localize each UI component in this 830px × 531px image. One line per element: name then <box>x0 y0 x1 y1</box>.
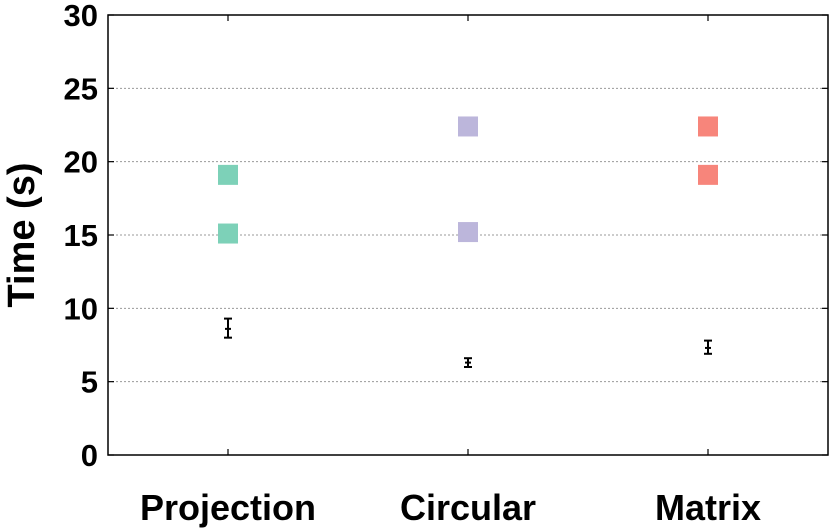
error-bars <box>224 317 712 368</box>
data-point <box>218 164 238 185</box>
data-point <box>458 222 478 243</box>
data-point <box>698 116 718 137</box>
x-tick-label: Matrix <box>655 487 761 528</box>
y-tick-label: 5 <box>81 365 98 400</box>
y-axis-title: Time (s) <box>1 162 43 307</box>
markers <box>218 116 718 244</box>
y-tick-label: 20 <box>64 145 98 180</box>
data-point <box>698 164 718 185</box>
y-tick-label: 30 <box>64 0 98 33</box>
data-point <box>218 223 238 244</box>
y-axis: 0 5 10 15 20 25 30 <box>64 0 828 473</box>
y-tick-label: 0 <box>81 438 98 473</box>
y-tick-label: 10 <box>64 291 98 326</box>
x-axis: Projection Circular Matrix <box>140 15 761 528</box>
x-tick-label: Projection <box>140 487 316 528</box>
x-tick-label: Circular <box>400 487 536 528</box>
data-point <box>458 116 478 137</box>
error-bar <box>224 317 232 339</box>
y-tick-label: 15 <box>64 218 98 253</box>
error-bar <box>464 357 472 368</box>
y-tick-label: 25 <box>64 71 98 106</box>
error-bar <box>704 339 712 355</box>
